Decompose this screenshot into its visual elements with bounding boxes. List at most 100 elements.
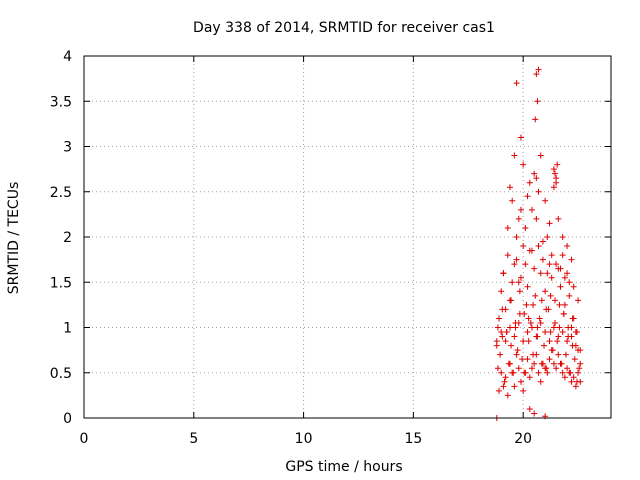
data-point bbox=[499, 306, 506, 313]
data-point bbox=[543, 306, 550, 313]
data-point bbox=[577, 347, 584, 354]
y-tick-label: 0.5 bbox=[50, 366, 72, 382]
data-point bbox=[546, 338, 553, 345]
data-point bbox=[564, 243, 571, 250]
data-point bbox=[511, 383, 518, 390]
data-point bbox=[514, 347, 521, 354]
data-point bbox=[533, 175, 540, 182]
data-point bbox=[568, 256, 575, 263]
data-point bbox=[515, 279, 522, 286]
data-point bbox=[561, 374, 568, 381]
data-point bbox=[559, 252, 566, 259]
data-point bbox=[498, 288, 505, 295]
data-point bbox=[501, 378, 508, 385]
data-point bbox=[498, 329, 505, 336]
data-point bbox=[504, 252, 511, 259]
data-point bbox=[541, 342, 548, 349]
data-point bbox=[531, 170, 538, 177]
data-point bbox=[560, 310, 567, 317]
data-point bbox=[576, 365, 583, 372]
data-point bbox=[515, 365, 522, 372]
data-point bbox=[523, 301, 530, 308]
data-point bbox=[516, 288, 523, 295]
chart-title: Day 338 of 2014, SRMTID for receiver cas… bbox=[193, 20, 495, 36]
data-point bbox=[556, 301, 563, 308]
data-point bbox=[494, 365, 501, 372]
data-point bbox=[509, 197, 516, 204]
data-point bbox=[559, 369, 566, 376]
data-point bbox=[533, 71, 540, 78]
data-point bbox=[498, 369, 505, 376]
data-point bbox=[577, 378, 584, 385]
data-point bbox=[511, 152, 518, 159]
data-point bbox=[500, 383, 507, 390]
data-point bbox=[537, 270, 544, 277]
plot-frame bbox=[83, 55, 612, 419]
data-point bbox=[575, 297, 582, 304]
data-point bbox=[508, 297, 515, 304]
data-point bbox=[544, 369, 551, 376]
data-point bbox=[546, 261, 553, 268]
data-point bbox=[522, 369, 529, 376]
data-point bbox=[525, 338, 532, 345]
data-point bbox=[538, 297, 545, 304]
data-point bbox=[564, 270, 571, 277]
data-point bbox=[539, 256, 546, 263]
data-point bbox=[535, 369, 542, 376]
data-point bbox=[533, 333, 540, 340]
data-point bbox=[515, 319, 522, 326]
data-point bbox=[524, 283, 531, 290]
data-point bbox=[550, 324, 557, 331]
data-point bbox=[550, 360, 557, 367]
data-point bbox=[542, 288, 549, 295]
data-point bbox=[575, 369, 582, 376]
data-point bbox=[526, 179, 533, 186]
y-tick-label: 2.5 bbox=[50, 185, 72, 201]
x-tick-label: 0 bbox=[80, 431, 89, 447]
axis-ticks: 0 0.5 1 1.5 2 2.5 3 3.5 4 0 5 10 15 20 bbox=[50, 49, 611, 447]
data-point bbox=[548, 274, 555, 281]
data-point bbox=[511, 261, 518, 268]
data-point bbox=[513, 256, 520, 263]
data-point bbox=[520, 161, 527, 168]
data-point bbox=[555, 215, 562, 222]
data-point bbox=[503, 329, 510, 336]
data-point bbox=[565, 324, 572, 331]
data-point bbox=[557, 283, 564, 290]
data-point bbox=[532, 292, 539, 299]
data-point bbox=[517, 274, 524, 281]
data-point bbox=[552, 170, 559, 177]
data-point bbox=[552, 319, 559, 326]
data-point bbox=[546, 220, 553, 227]
data-point bbox=[569, 315, 576, 322]
data-point bbox=[504, 392, 511, 399]
data-point bbox=[546, 356, 553, 363]
data-point bbox=[534, 324, 541, 331]
data-point bbox=[537, 319, 544, 326]
data-point bbox=[528, 365, 535, 372]
data-point bbox=[542, 197, 549, 204]
data-point bbox=[559, 234, 566, 240]
grid-lines bbox=[84, 56, 611, 418]
data-point bbox=[568, 378, 575, 385]
data-point bbox=[502, 374, 509, 381]
data-point bbox=[535, 188, 542, 195]
data-point bbox=[526, 405, 533, 412]
data-point bbox=[573, 329, 580, 336]
data-point bbox=[522, 224, 529, 231]
data-point bbox=[496, 387, 503, 394]
data-point bbox=[572, 342, 579, 349]
data-point bbox=[557, 265, 564, 272]
data-point bbox=[544, 234, 551, 240]
data-point bbox=[535, 66, 542, 73]
data-points bbox=[493, 66, 584, 421]
data-point bbox=[531, 265, 538, 272]
y-tick-label: 2 bbox=[63, 230, 72, 246]
data-point bbox=[570, 374, 577, 381]
data-point bbox=[553, 365, 560, 372]
data-point bbox=[531, 360, 538, 367]
data-point bbox=[562, 351, 569, 358]
x-tick-label: 5 bbox=[189, 431, 198, 447]
